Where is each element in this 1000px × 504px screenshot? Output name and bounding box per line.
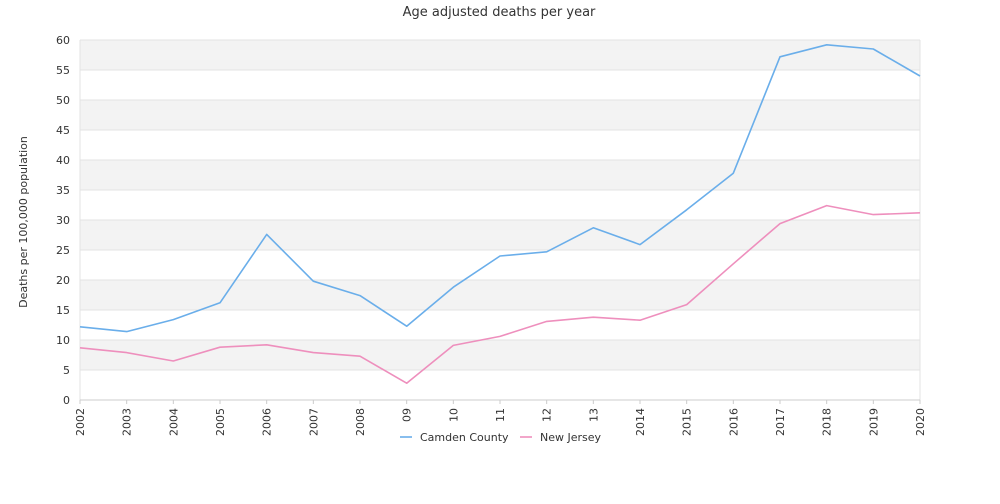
y-tick-label: 15 bbox=[56, 304, 70, 317]
y-tick-label: 10 bbox=[56, 334, 70, 347]
x-tick-label: 13 bbox=[587, 408, 600, 422]
x-tick-label: 2008 bbox=[354, 408, 367, 436]
x-tick-label: 2004 bbox=[167, 408, 180, 436]
grid-band bbox=[80, 190, 920, 220]
chart-title: Age adjusted deaths per year bbox=[403, 5, 596, 20]
gridlines bbox=[79, 39, 921, 401]
y-tick-label: 0 bbox=[63, 394, 70, 407]
y-tick-label: 50 bbox=[56, 94, 70, 107]
x-tick-label: 10 bbox=[447, 408, 460, 422]
y-tick-label: 25 bbox=[56, 244, 70, 257]
grid-band bbox=[80, 130, 920, 160]
x-tick-label: 2005 bbox=[214, 408, 227, 436]
x-tick-label: 2014 bbox=[634, 408, 647, 436]
grid-band bbox=[80, 220, 920, 250]
y-axis-ticks: 0 5 10 15 20 25 30 35 40 45 50 55 60 bbox=[56, 34, 70, 407]
x-tick-label: 12 bbox=[541, 408, 554, 422]
y-tick-label: 55 bbox=[56, 64, 70, 77]
x-tick-label: 2016 bbox=[727, 408, 740, 436]
y-tick-label: 35 bbox=[56, 184, 70, 197]
x-tick-label: 09 bbox=[401, 408, 414, 422]
y-tick-label: 40 bbox=[56, 154, 70, 167]
grid-band bbox=[80, 160, 920, 190]
x-tick-label: 2003 bbox=[121, 408, 134, 436]
x-axis-ticks: 2002 2003 2004 2005 2006 2007 2008 09 10 11 12 13 20… bbox=[74, 400, 927, 436]
x-tick-label: 2007 bbox=[307, 408, 320, 436]
x-tick-label: 2019 bbox=[867, 408, 880, 436]
grid-band bbox=[80, 280, 920, 310]
x-tick-label: 2015 bbox=[681, 408, 694, 436]
grid-band bbox=[80, 100, 920, 130]
x-tick-label: 2006 bbox=[261, 408, 274, 436]
series-line-new-jersey bbox=[79, 204, 921, 385]
grid-band bbox=[80, 340, 920, 370]
x-tick-label: 2018 bbox=[821, 408, 834, 436]
grid-band bbox=[80, 40, 920, 70]
grid-band bbox=[80, 310, 920, 340]
y-tick-label: 30 bbox=[56, 214, 70, 227]
grid-band bbox=[80, 250, 920, 280]
x-tick-label: 2020 bbox=[914, 408, 927, 436]
legend: Camden County New Jersey bbox=[400, 431, 602, 444]
y-tick-label: 20 bbox=[56, 274, 70, 287]
series-lines bbox=[79, 43, 921, 385]
grid-band bbox=[80, 370, 920, 400]
grid-band bbox=[80, 70, 920, 100]
grid-bands bbox=[80, 40, 920, 400]
legend-label: New Jersey bbox=[540, 431, 602, 444]
y-axis-label: Deaths per 100,000 population bbox=[17, 136, 30, 308]
x-tick-label: 2002 bbox=[74, 408, 87, 436]
series-line-camden-county bbox=[79, 43, 921, 333]
x-tick-label: 2017 bbox=[774, 408, 787, 436]
y-tick-label: 45 bbox=[56, 124, 70, 137]
x-tick-label: 11 bbox=[494, 408, 507, 422]
y-tick-label: 5 bbox=[63, 364, 70, 377]
y-tick-label: 60 bbox=[56, 34, 70, 47]
legend-label: Camden County bbox=[420, 431, 509, 444]
